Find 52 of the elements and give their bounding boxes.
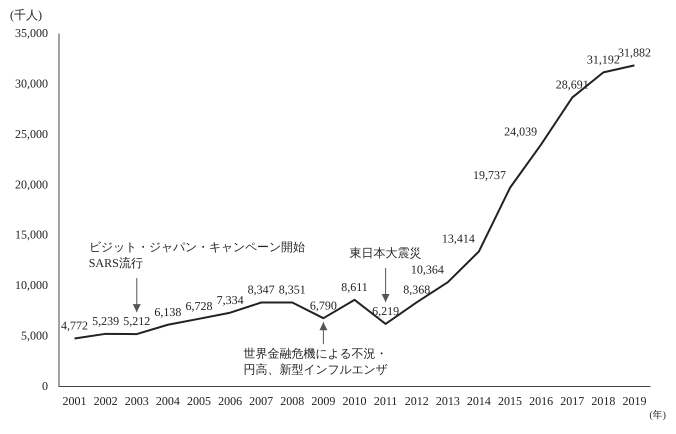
x-tick-label: 2013: [436, 394, 460, 408]
data-label: 10,364: [410, 262, 444, 276]
data-label: 31,192: [586, 52, 620, 67]
y-axis-title: (千人): [10, 8, 42, 22]
data-label: 4,772: [61, 318, 88, 333]
x-tick-label: 2004: [156, 394, 180, 408]
x-tick-label: 2015: [498, 394, 522, 408]
x-tick-label: 2012: [404, 394, 429, 408]
x-tick-label: 2019: [622, 394, 646, 408]
y-tick-label: 0: [42, 378, 48, 393]
data-label: 8,351: [278, 282, 306, 297]
y-tick-label: 15,000: [15, 228, 48, 242]
x-tick-label: 2005: [186, 394, 211, 408]
data-label: 8,368: [403, 282, 430, 296]
data-label: 5,212: [123, 314, 150, 328]
x-tick-label: 2016: [529, 394, 554, 408]
data-label: 28,691: [556, 78, 589, 92]
x-tick-label: 2002: [94, 394, 118, 408]
x-tick-label: 2018: [591, 394, 616, 408]
data-label: 8,347: [248, 282, 275, 297]
y-tick-label: 30,000: [15, 76, 48, 91]
data-label: 6,728: [185, 298, 212, 313]
x-tick-label: 2006: [218, 394, 242, 408]
annotation: ビジット・ジャパン・キャンペーン開始: [88, 240, 305, 254]
data-label: 24,039: [504, 124, 538, 139]
data-label: 6,138: [154, 304, 182, 319]
annotation: SARS流行: [88, 256, 143, 270]
data-label: 31,882: [618, 46, 651, 60]
x-tick-label: 2003: [124, 394, 149, 408]
x-tick-label: 2008: [280, 394, 304, 408]
x-axis-title: (年): [649, 409, 666, 422]
annotation: 東日本大震災: [350, 246, 422, 260]
data-label: 6,219: [372, 304, 400, 318]
x-tick-label: 2007: [249, 394, 274, 408]
x-tick-label: 2017: [560, 394, 584, 408]
data-label: 5,239: [92, 314, 120, 328]
data-label: 8,611: [341, 280, 368, 294]
x-tick-label: 2001: [62, 394, 87, 408]
annotation: 世界金融危機による不況・円高、新型インフルエンザ: [243, 346, 388, 376]
y-tick-label: 10,000: [15, 278, 48, 292]
data-label: 19,737: [473, 168, 506, 182]
x-tick-label: 2010: [342, 394, 366, 408]
data-label: 13,414: [442, 232, 475, 246]
data-label: 6,790: [310, 298, 337, 312]
x-tick-label: 2009: [311, 394, 336, 408]
data-label: 7,334: [216, 292, 244, 307]
y-tick-label: 35,000: [15, 26, 48, 40]
y-tick-label: 25,000: [15, 126, 48, 141]
y-tick-label: 20,000: [15, 177, 48, 192]
y-tick-label: 5,000: [21, 328, 48, 342]
x-tick-label: 2014: [466, 394, 491, 408]
x-tick-label: 2011: [374, 394, 398, 408]
